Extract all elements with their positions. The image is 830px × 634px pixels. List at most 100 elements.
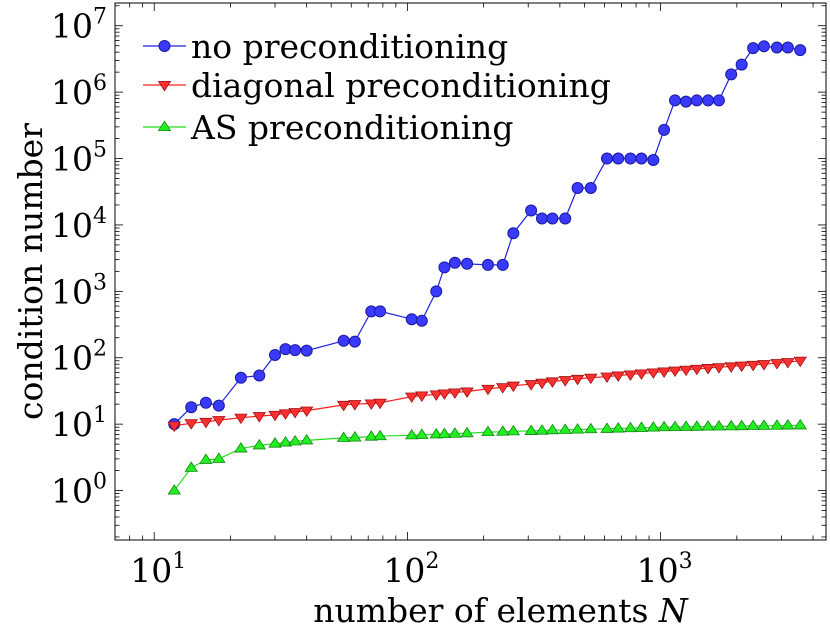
data-point [460,387,474,398]
data-point [496,258,509,271]
data-point [647,154,660,167]
data-point [199,453,213,464]
data-point [481,258,494,271]
data-point [448,256,461,269]
data-point [364,399,379,410]
data-point [611,371,625,382]
data-point [336,431,351,442]
data-point [600,422,614,433]
data-point [781,358,795,369]
data-point [734,419,749,431]
series-1 [168,40,807,431]
legend-label: AS preconditioning [190,108,514,147]
data-point [612,152,625,165]
data-point [496,383,510,394]
data-point [611,422,625,433]
data-point [374,305,387,318]
data-point [535,378,549,390]
data-point [348,335,361,348]
data-point [234,442,248,453]
data-point [524,380,538,391]
data-point [712,363,726,374]
data-point [559,212,572,225]
data-point [679,420,693,431]
data-point [278,436,293,447]
data-point [212,452,226,463]
legend-label: diagonal preconditioning [191,66,611,105]
data-point [646,421,661,432]
data-point [167,421,182,433]
data-point [460,426,474,438]
data-point [571,182,584,195]
data-point [524,424,538,435]
data-point [506,381,521,393]
data-point [299,406,314,418]
data-point [690,420,704,431]
data-point [545,423,560,435]
data-point [724,419,738,431]
y-axis-label: condition number [11,123,50,420]
data-point [690,94,703,107]
data-point [724,362,738,373]
data-point [299,433,314,445]
data-point [600,152,613,165]
data-point [701,420,715,431]
legend-marker [157,120,172,132]
data-point [757,360,771,371]
data-point [734,361,749,373]
data-point [712,419,726,431]
data-point [623,421,638,433]
data-point [405,313,418,326]
data-point [337,334,350,347]
legend-label: no preconditioning [191,27,508,66]
legend-entry: AS preconditioning [143,108,514,147]
data-point [680,95,693,108]
legend-marker [158,40,171,52]
data-point [278,409,293,420]
data-point [234,371,247,384]
data-point [289,344,302,357]
data-point [781,419,795,430]
data-point [770,419,784,430]
data-point [725,68,738,81]
y-tick-label: 102 [51,337,107,378]
y-tick-label: 107 [51,5,107,46]
data-point [448,427,462,438]
x-tick-label: 102 [383,549,439,590]
data-point [253,369,266,382]
data-point [735,58,748,71]
data-point [336,400,351,412]
data-point [184,461,198,472]
data-point [461,257,474,270]
data-point [348,400,362,411]
data-point [701,364,715,375]
data-point [184,419,198,430]
data-point [364,430,379,441]
data-point [288,408,302,419]
legend-marker [157,81,172,92]
data-point [624,152,637,165]
data-point [212,399,225,412]
data-point [570,423,585,434]
legend-entry: no preconditioning [143,27,508,66]
y-tick-label: 100 [51,470,107,511]
data-point [429,390,443,401]
data-point [373,429,387,441]
x-tick-label: 103 [637,549,693,590]
data-point [600,372,614,384]
data-point [546,212,559,225]
data-point [712,94,725,107]
data-point [668,366,682,378]
data-point [415,314,428,327]
data-point [481,384,495,396]
data-point [212,416,226,427]
plot-area [167,40,807,495]
x-axis-label: number of elements N [313,591,689,630]
data-point [669,94,682,107]
data-point [746,360,760,372]
y-tick-label: 104 [51,204,107,245]
data-point [690,364,704,376]
data-point [535,424,549,435]
series-2 [167,356,807,433]
data-point [167,484,182,495]
